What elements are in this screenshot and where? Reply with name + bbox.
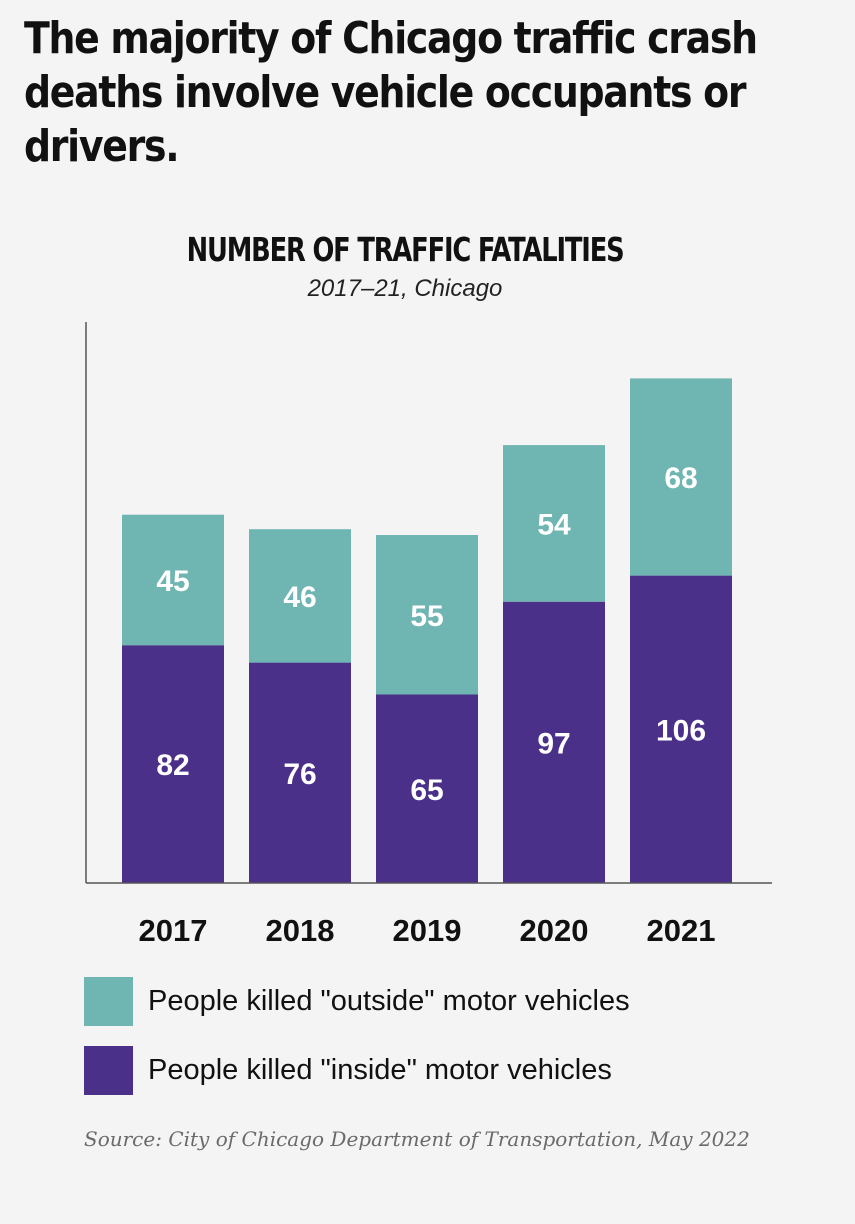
x-tick-label-2017: 2017 — [139, 913, 208, 948]
bar-inside-2021 — [630, 575, 732, 883]
bar-label-inside-2021: 106 — [656, 714, 706, 747]
legend-swatch-inside — [84, 1045, 133, 1095]
bar-label-outside-2019: 55 — [410, 600, 443, 633]
chart-subtitle: 2017–21, Chicago — [307, 275, 503, 302]
x-tick-label-2019: 2019 — [393, 913, 462, 948]
bar-label-inside-2019: 65 — [410, 774, 443, 807]
bar-label-inside-2017: 82 — [156, 749, 189, 782]
bar-outside-2019 — [376, 535, 478, 695]
bar-inside-2017 — [122, 645, 224, 883]
bar-label-outside-2021: 68 — [664, 462, 697, 495]
legend-label-inside: People killed "inside" motor vehicles — [148, 1053, 612, 1086]
bar-label-inside-2020: 97 — [537, 727, 570, 760]
legend-item-outside: People killed "outside" motor vehicles — [84, 976, 630, 1026]
chart-title-text: NUMBER OF TRAFFIC FATALITIES — [186, 230, 625, 269]
bar-label-outside-2017: 45 — [156, 565, 189, 598]
stacked-bar-chart: 82 45 2017 76 46 2018 65 55 2019 97 54 2020 106 68 202… — [85, 322, 772, 948]
bar-outside-2018 — [249, 529, 351, 663]
bar-label-outside-2018: 46 — [283, 581, 316, 614]
x-tick-label-2018: 2018 — [266, 913, 335, 948]
bar-outside-2020 — [503, 445, 605, 602]
legend: People killed "outside" motor vehicles P… — [84, 976, 630, 1114]
headline: The majority of Chicago traffic crash de… — [24, 13, 758, 172]
bar-inside-2018 — [249, 662, 351, 883]
chart-title: NUMBER OF TRAFFIC FATALITIES — [0, 228, 810, 272]
bar-inside-2020 — [503, 601, 605, 883]
bar-outside-2017 — [122, 514, 224, 646]
bar-inside-2019 — [376, 694, 478, 883]
legend-item-inside: People killed "inside" motor vehicles — [84, 1045, 630, 1095]
source-note: Source: City of Chicago Department of Tr… — [84, 1127, 750, 1151]
legend-label-outside: People killed "outside" motor vehicles — [148, 984, 630, 1017]
x-tick-label-2020: 2020 — [520, 913, 589, 948]
bar-outside-2021 — [630, 378, 732, 576]
legend-swatch-outside — [84, 976, 133, 1026]
x-tick-label-2021: 2021 — [647, 913, 716, 948]
bar-label-inside-2018: 76 — [283, 758, 316, 791]
bar-label-outside-2020: 54 — [537, 508, 571, 541]
